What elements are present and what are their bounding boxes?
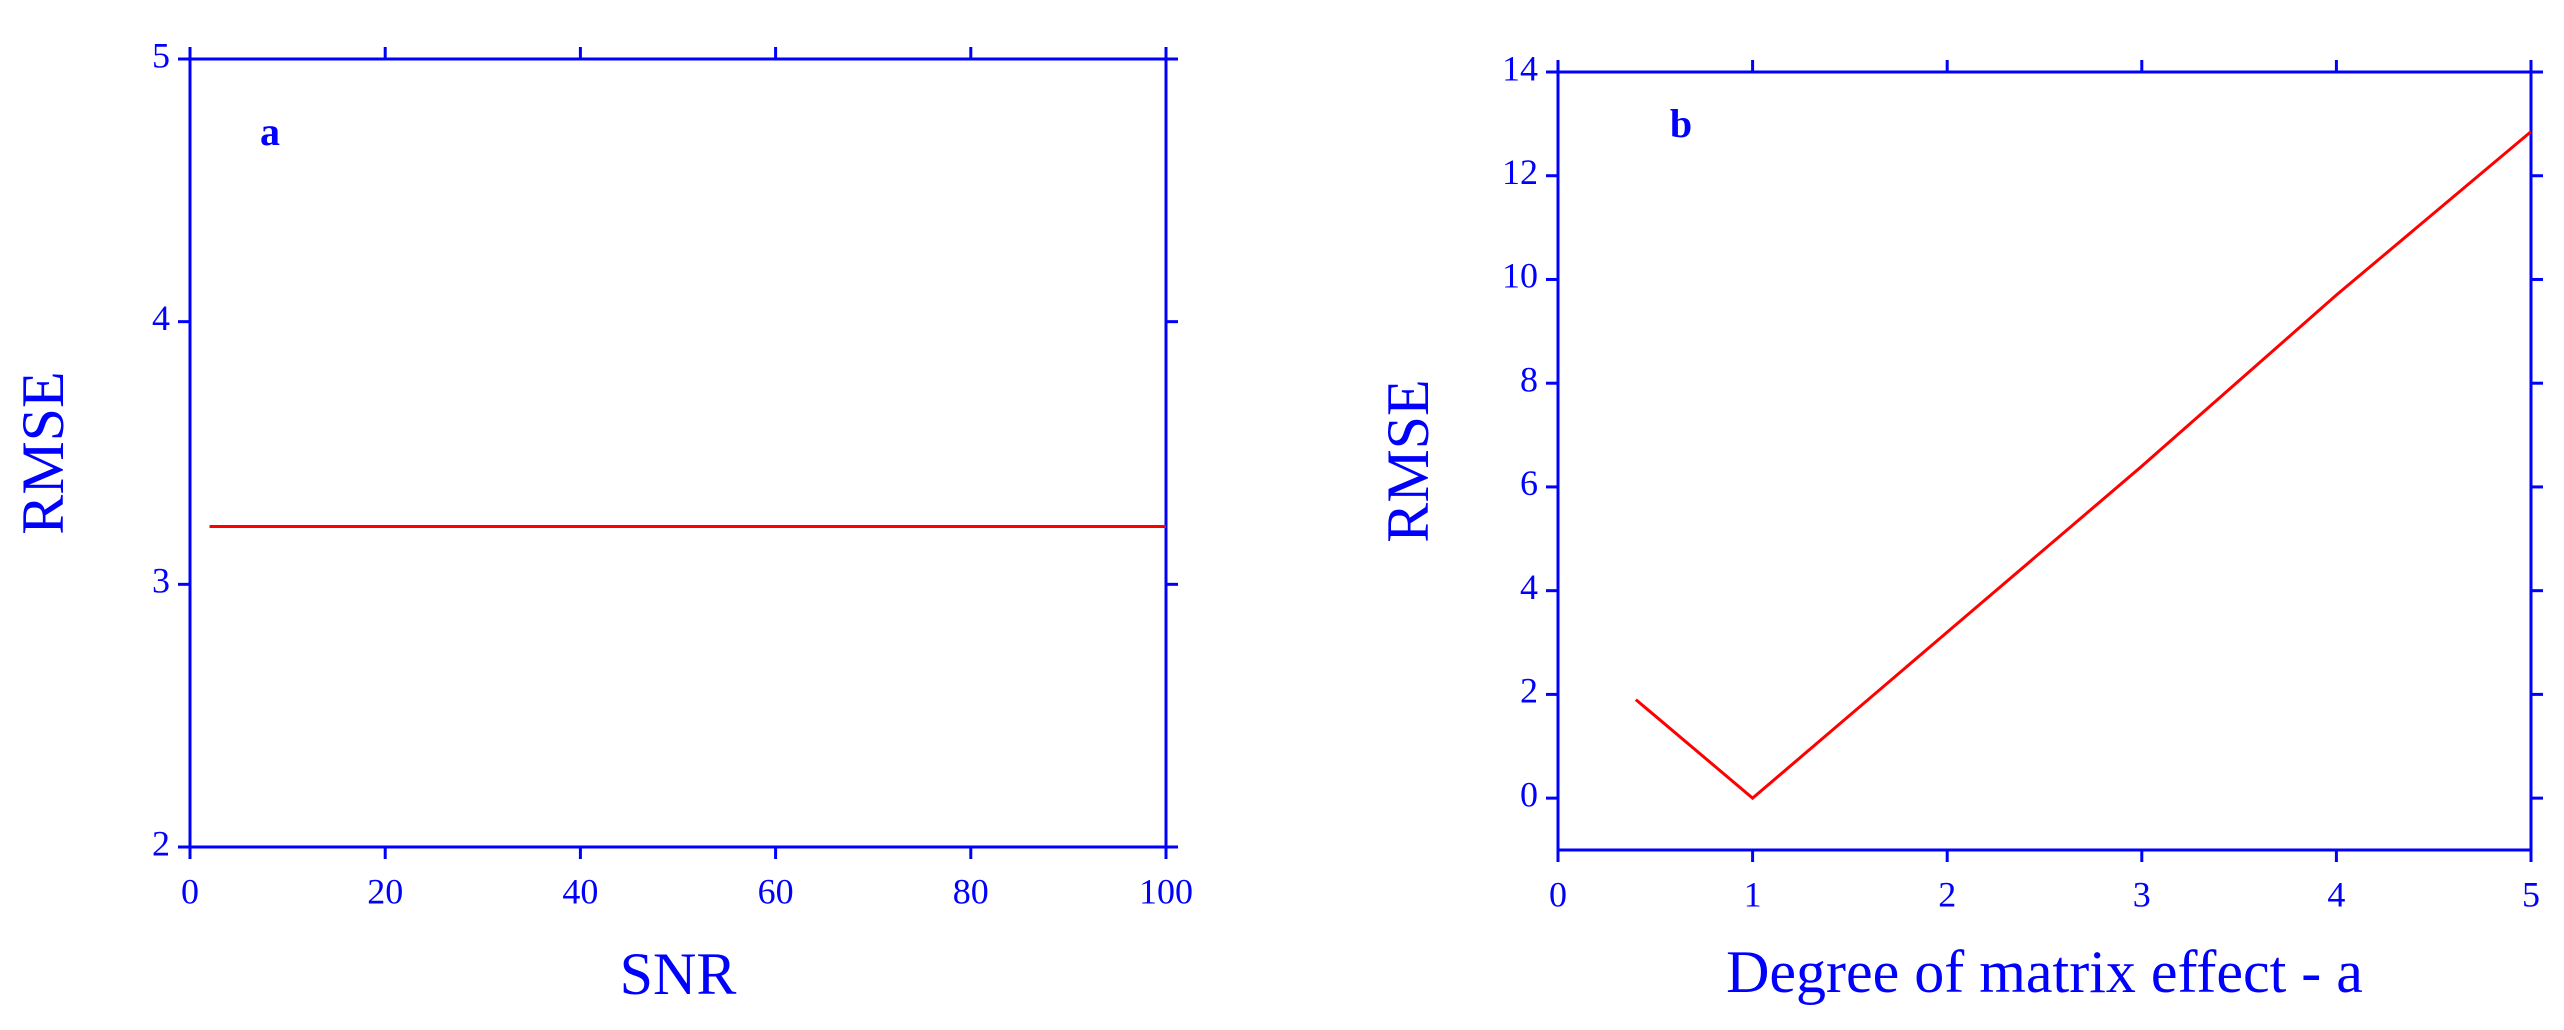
x-tick-label: 100 — [1139, 871, 1193, 911]
x-tick-label: 0 — [1549, 874, 1567, 914]
y-tick-label: 2 — [152, 823, 170, 863]
x-tick-label: 80 — [953, 871, 989, 911]
plot-frame — [188, 57, 1168, 849]
x-tick-label: 40 — [562, 871, 598, 911]
x-tick-label: 3 — [2133, 874, 2151, 914]
plot-frame — [1556, 70, 2533, 852]
y-tick-label: 6 — [1520, 463, 1538, 503]
x-tick-label: 4 — [2327, 874, 2345, 914]
y-tick-label: 0 — [1520, 774, 1538, 814]
x-tick-label: 2 — [1938, 874, 1956, 914]
y-tick-label: 5 — [152, 35, 170, 75]
y-axis-label: RMSE — [1375, 379, 1441, 542]
x-axis-label: SNR — [620, 941, 737, 1007]
x-tick-label: 1 — [1744, 874, 1762, 914]
x-axis-label: Degree of matrix effect - a — [1726, 939, 2363, 1005]
y-tick-label: 4 — [1520, 567, 1538, 607]
data-line — [1634, 130, 2532, 801]
y-tick-label: 3 — [152, 561, 170, 601]
y-tick-label: 2 — [1520, 671, 1538, 711]
x-tick-label: 20 — [367, 871, 403, 911]
y-tick-label: 8 — [1520, 359, 1538, 399]
x-tick-label: 5 — [2522, 874, 2540, 914]
x-tick-label: 0 — [181, 871, 199, 911]
y-axis-label: RMSE — [10, 371, 76, 534]
panel-label: b — [1670, 101, 1692, 146]
x-tick-label: 60 — [758, 871, 794, 911]
y-tick-label: 14 — [1502, 48, 1538, 88]
y-tick-label: 10 — [1502, 256, 1538, 296]
y-tick-label: 4 — [152, 298, 170, 338]
y-tick-label: 12 — [1502, 152, 1538, 192]
panel-label: a — [260, 109, 280, 154]
